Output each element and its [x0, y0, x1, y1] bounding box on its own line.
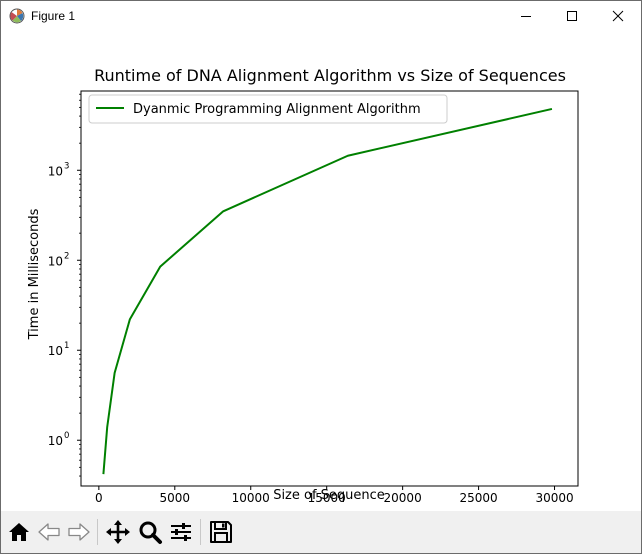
x-tick-label: 20000	[384, 491, 422, 505]
forward-icon	[68, 523, 90, 541]
close-icon	[612, 10, 624, 22]
series-line	[102, 107, 553, 475]
home-button[interactable]	[5, 518, 33, 546]
matplotlib-logo-icon	[9, 8, 25, 24]
y-tick-label: 10	[48, 254, 63, 268]
subplots-icon	[171, 523, 191, 541]
x-tick-label: 30000	[535, 491, 573, 505]
y-tick-exponent: 0	[64, 431, 69, 441]
window-title: Figure 1	[31, 9, 76, 23]
legend-frame	[88, 94, 448, 124]
y-tick-exponent: 1	[64, 341, 69, 351]
x-axis: 0 5000 10000 15000 20000 25000 30000	[95, 486, 574, 505]
close-button[interactable]	[595, 1, 641, 31]
toolbar-separator	[200, 519, 201, 545]
chart-title: Runtime of DNA Alignment Algorithm vs Si…	[94, 66, 566, 85]
maximize-icon	[567, 11, 577, 21]
legend-entry-label: Dyanmic Programming Alignment Algorithm	[133, 102, 421, 117]
y-axis-label: Time in Milliseconds	[27, 208, 42, 340]
zoom-button[interactable]	[136, 518, 164, 546]
pan-button[interactable]	[104, 518, 132, 546]
y-tick-exponent: 2	[64, 251, 69, 261]
configure-subplots-button[interactable]	[167, 518, 195, 546]
zoom-icon	[139, 521, 162, 544]
minimize-icon	[521, 16, 531, 17]
y-tick-label: 10	[48, 344, 63, 358]
navigation-toolbar	[1, 511, 641, 553]
back-icon	[38, 523, 60, 541]
plot-area	[80, 90, 579, 487]
x-axis-label: Size of Sequence	[273, 488, 385, 503]
save-button[interactable]	[207, 518, 235, 546]
legend: Dyanmic Programming Alignment Algorithm	[88, 94, 448, 124]
chart: Runtime of DNA Alignment Algorithm vs Si…	[27, 66, 579, 505]
pan-icon	[106, 520, 130, 544]
forward-button[interactable]	[65, 518, 93, 546]
x-tick-label: 5000	[160, 491, 191, 505]
toolbar-separator	[97, 519, 98, 545]
series-layer	[102, 107, 553, 475]
home-icon	[9, 523, 29, 541]
y-tick-exponent: 3	[64, 161, 69, 171]
maximize-button[interactable]	[549, 1, 595, 31]
minimize-button[interactable]	[503, 1, 549, 31]
x-tick-label: 0	[95, 491, 103, 505]
x-tick-label: 15000	[308, 491, 346, 505]
y-tick-label: 10	[48, 164, 63, 178]
title-bar[interactable]: Figure 1	[1, 1, 641, 31]
x-tick-label: 25000	[459, 491, 497, 505]
save-icon	[210, 521, 232, 543]
x-tick-label: 10000	[232, 491, 270, 505]
figure-canvas[interactable]: Runtime of DNA Alignment Algorithm vs Si…	[1, 31, 641, 511]
back-button[interactable]	[35, 518, 63, 546]
y-tick-label: 10	[48, 434, 63, 448]
